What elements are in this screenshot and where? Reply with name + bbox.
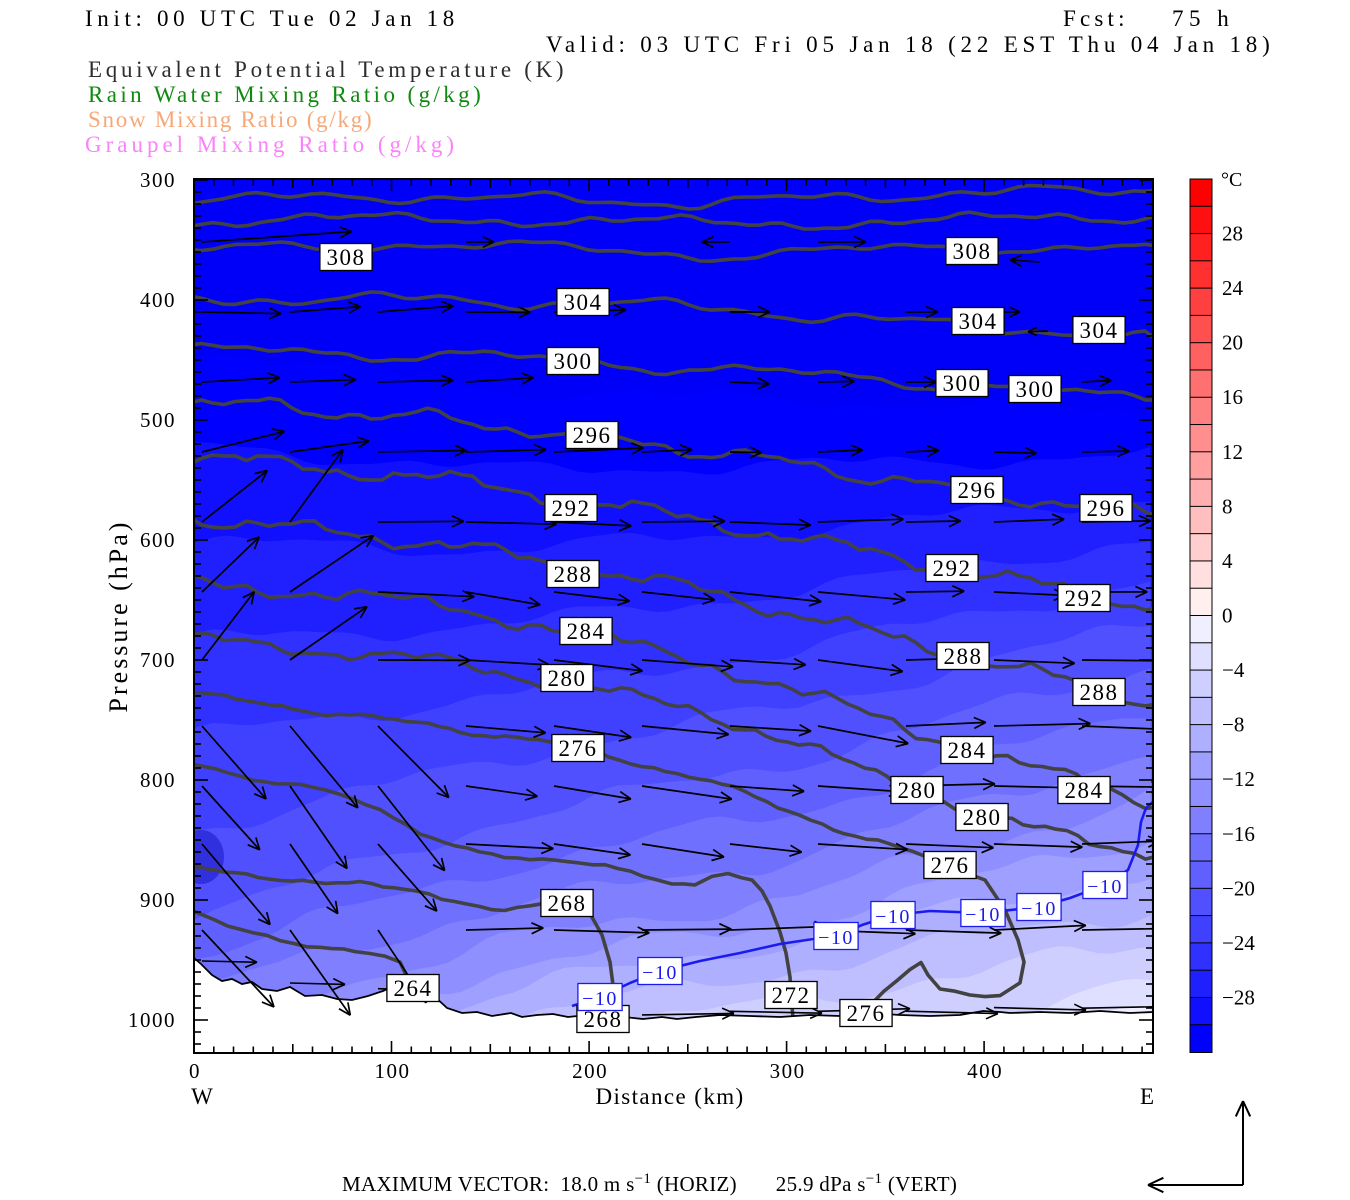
svg-text:−20: −20 bbox=[1222, 876, 1255, 900]
svg-text:−10: −10 bbox=[1087, 876, 1123, 898]
svg-text:288: 288 bbox=[554, 562, 593, 587]
svg-text:1000: 1000 bbox=[128, 1008, 176, 1032]
svg-text:400: 400 bbox=[140, 288, 176, 312]
svg-text:0: 0 bbox=[1222, 604, 1233, 628]
svg-text:12: 12 bbox=[1222, 440, 1243, 464]
svg-text:280: 280 bbox=[963, 805, 1002, 830]
svg-text:200: 200 bbox=[572, 1059, 608, 1083]
svg-text:284: 284 bbox=[948, 738, 987, 763]
svg-text:−10: −10 bbox=[965, 904, 1001, 926]
svg-text:308: 308 bbox=[953, 239, 992, 264]
svg-text:4: 4 bbox=[1222, 549, 1233, 573]
svg-text:300: 300 bbox=[554, 349, 593, 374]
svg-text:304: 304 bbox=[959, 309, 998, 334]
svg-text:500: 500 bbox=[140, 408, 176, 432]
svg-text:900: 900 bbox=[140, 888, 176, 912]
svg-text:24: 24 bbox=[1222, 276, 1244, 300]
svg-text:296: 296 bbox=[573, 423, 612, 448]
svg-text:8: 8 bbox=[1222, 494, 1233, 518]
svg-text:−16: −16 bbox=[1222, 822, 1255, 846]
svg-text:288: 288 bbox=[1080, 680, 1119, 705]
svg-text:−24: −24 bbox=[1222, 931, 1255, 955]
svg-text:−10: −10 bbox=[818, 927, 854, 949]
svg-text:100: 100 bbox=[375, 1059, 411, 1083]
svg-text:272: 272 bbox=[772, 983, 811, 1008]
svg-text:800: 800 bbox=[140, 768, 176, 792]
svg-text:−28: −28 bbox=[1222, 985, 1255, 1009]
svg-text:300: 300 bbox=[1016, 377, 1055, 402]
svg-text:284: 284 bbox=[567, 619, 606, 644]
svg-text:292: 292 bbox=[933, 556, 972, 581]
svg-text:Init: 00 UTC Tue 02 Jan 18: Init: 00 UTC Tue 02 Jan 18 bbox=[85, 6, 459, 31]
svg-text:20: 20 bbox=[1222, 331, 1243, 355]
svg-text:Pressure (hPa): Pressure (hPa) bbox=[104, 520, 133, 713]
svg-text:292: 292 bbox=[552, 496, 591, 521]
svg-text:E: E bbox=[1140, 1084, 1154, 1109]
svg-text:400: 400 bbox=[967, 1059, 1003, 1083]
svg-text:276: 276 bbox=[847, 1001, 886, 1026]
svg-text:296: 296 bbox=[958, 478, 997, 503]
svg-text:280: 280 bbox=[898, 778, 937, 803]
svg-text:W: W bbox=[191, 1084, 213, 1109]
svg-text:276: 276 bbox=[931, 853, 970, 878]
svg-text:75 h: 75 h bbox=[1172, 6, 1234, 31]
svg-text:−10: −10 bbox=[642, 962, 678, 984]
svg-text:28: 28 bbox=[1222, 222, 1243, 246]
svg-text:−10: −10 bbox=[875, 906, 911, 928]
svg-text:Equivalent Potential Temperatu: Equivalent Potential Temperature (K) bbox=[88, 57, 567, 82]
svg-text:304: 304 bbox=[564, 290, 603, 315]
svg-text:°C: °C bbox=[1221, 169, 1242, 191]
svg-text:0: 0 bbox=[189, 1059, 201, 1083]
svg-text:296: 296 bbox=[1087, 496, 1126, 521]
svg-text:700: 700 bbox=[140, 648, 176, 672]
svg-text:280: 280 bbox=[548, 666, 587, 691]
svg-text:16: 16 bbox=[1222, 385, 1243, 409]
svg-text:284: 284 bbox=[1065, 778, 1104, 803]
svg-text:268: 268 bbox=[548, 891, 587, 916]
svg-text:292: 292 bbox=[1065, 586, 1104, 611]
svg-text:300: 300 bbox=[140, 168, 176, 192]
svg-text:276: 276 bbox=[559, 736, 598, 761]
svg-text:−8: −8 bbox=[1222, 713, 1244, 737]
svg-text:−10: −10 bbox=[582, 988, 618, 1010]
svg-text:268: 268 bbox=[584, 1007, 623, 1032]
svg-text:300: 300 bbox=[770, 1059, 806, 1083]
svg-text:300: 300 bbox=[943, 371, 982, 396]
svg-text:308: 308 bbox=[327, 245, 366, 270]
svg-text:Fcst:: Fcst: bbox=[1063, 6, 1129, 31]
svg-text:−10: −10 bbox=[1021, 898, 1057, 920]
svg-text:304: 304 bbox=[1080, 318, 1119, 343]
svg-text:Valid: 03 UTC Fri 05 Jan 18 (2: Valid: 03 UTC Fri 05 Jan 18 (22 EST Thu … bbox=[546, 32, 1275, 57]
svg-text:Graupel Mixing Ratio (g/kg): Graupel Mixing Ratio (g/kg) bbox=[85, 132, 458, 157]
svg-text:264: 264 bbox=[394, 976, 433, 1001]
svg-text:288: 288 bbox=[944, 644, 983, 669]
svg-text:−4: −4 bbox=[1222, 658, 1245, 682]
svg-text:Distance (km): Distance (km) bbox=[595, 1084, 744, 1109]
svg-text:Rain Water Mixing Ratio (g/kg): Rain Water Mixing Ratio (g/kg) bbox=[88, 82, 484, 107]
svg-text:600: 600 bbox=[140, 528, 176, 552]
svg-text:−12: −12 bbox=[1222, 767, 1255, 791]
svg-text:Snow Mixing Ratio (g/kg): Snow Mixing Ratio (g/kg) bbox=[88, 107, 373, 132]
